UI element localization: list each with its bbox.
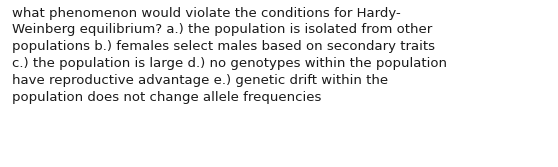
Text: what phenomenon would violate the conditions for Hardy-
Weinberg equilibrium? a.: what phenomenon would violate the condit… [12,7,448,104]
